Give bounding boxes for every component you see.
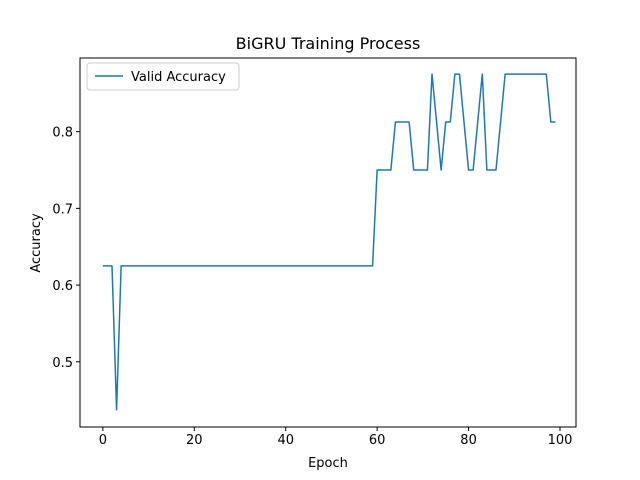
x-axis-label: Epoch [308, 456, 348, 471]
y-tick-label: 0.6 [52, 279, 73, 294]
y-tick-label: 0.5 [52, 356, 73, 371]
plot-area: 0 20 40 60 80 100 0.5 0.6 0.7 0.8 [52, 57, 577, 448]
axes-frame [79, 57, 577, 428]
legend-label: Valid Accuracy [131, 70, 226, 85]
x-tick-label: 20 [186, 433, 203, 448]
legend: Valid Accuracy [86, 62, 240, 91]
x-tick-label: 80 [460, 433, 477, 448]
legend-box [86, 62, 240, 91]
x-tick-label: 60 [369, 433, 386, 448]
y-tick-label: 0.8 [52, 126, 73, 141]
series-line-valid-accuracy [102, 73, 556, 411]
chart-title: BiGRU Training Process [236, 34, 421, 53]
x-tick-label: 40 [277, 433, 294, 448]
x-tick-label: 0 [99, 433, 107, 448]
x-tick-label: 100 [548, 433, 573, 448]
y-tick-label: 0.7 [52, 202, 73, 217]
y-axis-label: Accuracy [29, 213, 44, 273]
